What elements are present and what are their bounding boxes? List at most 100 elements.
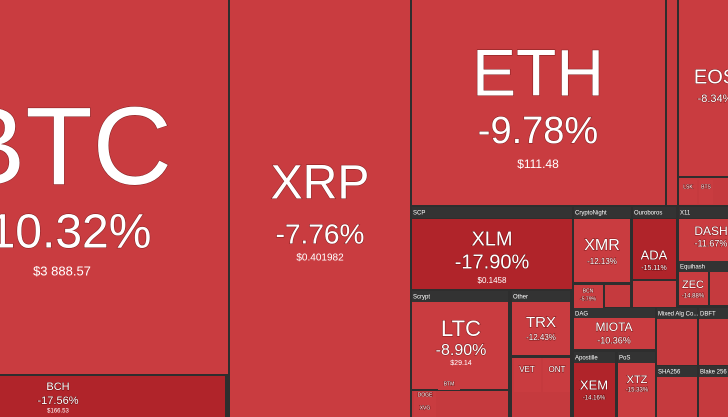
tile-change: -17.56%: [38, 395, 79, 407]
section-header: [574, 207, 631, 218]
tile: [699, 376, 728, 417]
tile-symbol: BCH: [46, 381, 69, 393]
tile: [633, 281, 676, 307]
section-header: [679, 261, 728, 272]
tile: [679, 219, 728, 261]
section-label: DBFT: [700, 312, 716, 318]
tile: [512, 302, 570, 355]
section-label: Scrypt: [413, 295, 430, 301]
section-label: SCP: [413, 211, 425, 217]
tile: [679, 272, 708, 305]
tile-change: -9.78%: [478, 110, 598, 152]
section-header: [574, 352, 615, 363]
section-header: [657, 308, 697, 319]
section-header: [512, 291, 570, 302]
tile-symbol: BCN: [583, 288, 594, 294]
tile: [574, 219, 630, 282]
tile-symbol: XMR: [584, 237, 620, 254]
tile-change: -15.33%: [626, 388, 649, 394]
tile: [514, 358, 541, 392]
section-header: [412, 291, 508, 302]
tile-change: -14.16%: [583, 396, 606, 402]
tile-symbol: XEM: [580, 377, 608, 392]
section-label: Blake 256: [700, 370, 727, 376]
section-label: Apostille: [575, 356, 598, 362]
tile-symbol: BTS: [701, 184, 711, 190]
tile-change: -15.11%: [641, 265, 667, 272]
tile: [412, 302, 508, 389]
section-header: [699, 308, 728, 319]
tile-symbol: EOS: [694, 66, 728, 88]
tile: [633, 219, 676, 279]
tile-price: $166.53: [47, 409, 69, 415]
tile-change: -14.88%: [682, 294, 705, 300]
tile-price: $3 888.57: [33, 263, 91, 278]
tile-symbol: MIOTA: [595, 320, 632, 334]
tile-price: $111.48: [517, 157, 559, 171]
tile-price: $29.14: [450, 360, 472, 367]
section-label: X11: [680, 211, 691, 217]
section-label: SHA256: [658, 370, 681, 376]
tile-symbol: XVG: [420, 405, 431, 411]
tile: [574, 285, 603, 308]
tile-symbol: VET: [519, 365, 535, 374]
tile-change: -7.76%: [276, 218, 365, 249]
section-label: CryptoNight: [575, 211, 607, 217]
tile-symbol: XRP: [271, 157, 370, 210]
tile: [667, 0, 677, 205]
tile: [230, 0, 410, 417]
tile: [0, 0, 228, 374]
tile-change: -11.67%: [695, 238, 728, 248]
tile: [657, 318, 697, 365]
section-header: [679, 207, 728, 218]
tile: [710, 272, 728, 305]
tile-change: -8.90%: [436, 342, 487, 359]
tile: [605, 285, 630, 307]
tile: [699, 318, 728, 365]
tile-change: -12.43%: [526, 333, 556, 342]
tile: [412, 219, 572, 289]
section-label: Mixed Alg Co...: [658, 312, 699, 318]
section-header: [699, 366, 728, 377]
tile-symbol: LTC: [441, 316, 481, 341]
tile-symbol: LSK: [683, 184, 693, 190]
tile: [618, 363, 655, 417]
section-label: Other: [513, 295, 528, 301]
tile-change: -10.32%: [0, 206, 151, 259]
tile-symbol: ZEC: [682, 279, 704, 291]
tile-price: $0.1458: [478, 276, 507, 285]
tile-change: -10.36%: [597, 335, 631, 345]
tile-change: -5.79%: [580, 296, 596, 302]
tile: [438, 378, 460, 390]
tile-change: -12.13%: [587, 257, 617, 266]
section-header: [657, 366, 697, 377]
tile-symbol: XLM: [471, 228, 512, 250]
tile-symbol: XTZ: [627, 374, 648, 386]
tile: [574, 363, 615, 417]
tile: [0, 376, 225, 417]
section-label: PoS: [619, 356, 630, 362]
section-header: [574, 308, 655, 319]
section-label: Ouroboros: [634, 211, 662, 217]
tile: [414, 401, 436, 417]
section-label: Equihash: [680, 265, 705, 271]
section-header: [618, 352, 655, 363]
tile-symbol: ONT: [549, 365, 566, 374]
tile-symbol: DASH: [694, 224, 727, 238]
tile-symbol: ETH: [472, 35, 604, 109]
tile: [699, 180, 713, 204]
tile: [657, 376, 697, 417]
tile-price: $0.401982: [296, 253, 344, 264]
tile-symbol: DOGE: [418, 392, 433, 398]
section-header: [633, 207, 676, 218]
tile-change: -8.34%: [698, 93, 728, 105]
section-label: DAG: [575, 312, 588, 318]
tile: [679, 0, 728, 176]
section-header: [412, 207, 572, 218]
tile-symbol: BTM: [444, 381, 455, 387]
tile: [543, 358, 570, 392]
tile: [679, 180, 697, 204]
tile-change: -17.90%: [455, 251, 530, 273]
